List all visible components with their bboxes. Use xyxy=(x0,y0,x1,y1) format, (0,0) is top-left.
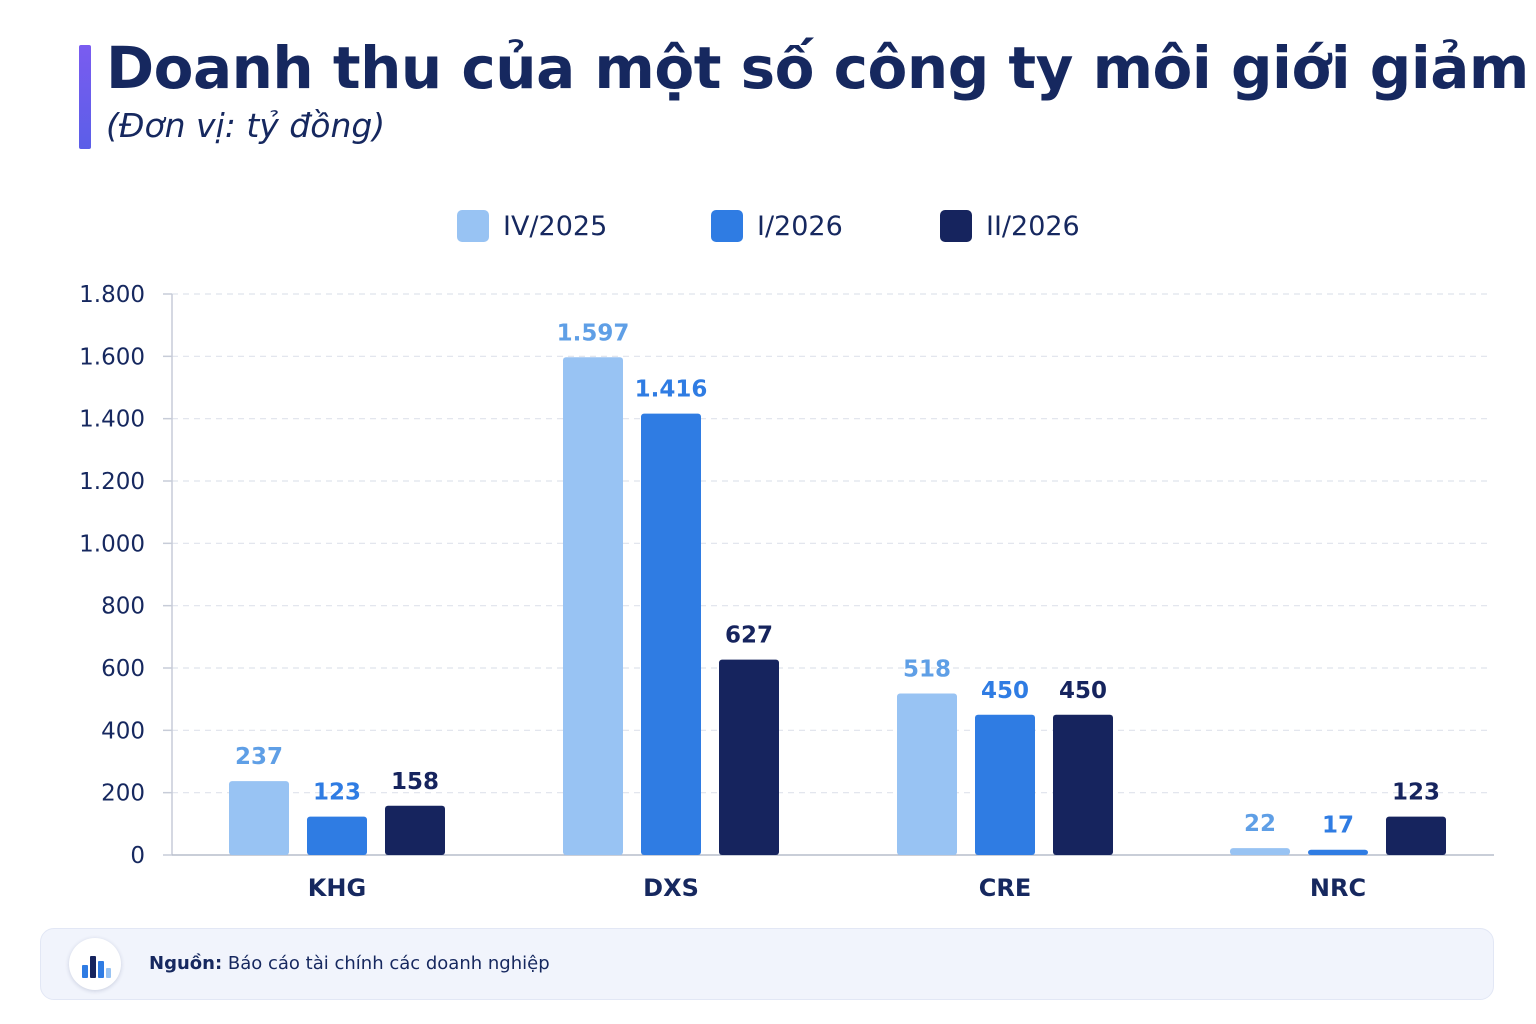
legend-swatch xyxy=(711,210,743,242)
chart-title: Doanh thu của một số công ty môi giới gi… xyxy=(106,34,1529,102)
source-label: Nguồn: xyxy=(149,953,223,974)
legend: IV/2025 I/2026 II/2026 xyxy=(0,206,1536,246)
legend-swatch xyxy=(457,210,489,242)
bar xyxy=(1053,714,1113,855)
x-tick-label: CRE xyxy=(979,874,1032,902)
data-label: 123 xyxy=(313,780,361,806)
y-tick-label: 1.400 xyxy=(79,407,145,433)
bar xyxy=(229,781,289,855)
title-accent-bar xyxy=(79,45,91,149)
bar xyxy=(307,816,367,855)
bar xyxy=(1230,848,1290,855)
data-label: 1.597 xyxy=(557,320,630,346)
bar xyxy=(719,659,779,855)
data-label: 237 xyxy=(235,744,283,770)
bar-chart-icon xyxy=(69,938,121,990)
source-text: Nguồn: Báo cáo tài chính các doanh nghiệ… xyxy=(149,929,550,999)
source-note: Nguồn: Báo cáo tài chính các doanh nghiệ… xyxy=(40,928,1494,1000)
bar xyxy=(975,714,1035,855)
x-tick-label: KHG xyxy=(308,874,366,902)
data-label: 22 xyxy=(1244,811,1276,837)
y-tick-label: 1.200 xyxy=(79,469,145,495)
data-label: 450 xyxy=(1059,678,1107,704)
bar xyxy=(641,413,701,855)
bar xyxy=(897,693,957,855)
legend-item-i-2026: I/2026 xyxy=(711,206,843,246)
y-tick-label: 800 xyxy=(101,594,145,620)
legend-label: I/2026 xyxy=(757,210,843,242)
legend-label: II/2026 xyxy=(986,210,1080,242)
data-label: 1.416 xyxy=(635,377,708,403)
bar xyxy=(385,805,445,855)
x-tick-label: NRC xyxy=(1310,874,1366,902)
value-labels: 237 123 158 1.597 1.416 627 518 450 450 22 17 123 xyxy=(235,320,1440,838)
data-label: 518 xyxy=(903,657,951,683)
data-label: 123 xyxy=(1392,780,1440,806)
data-label: 627 xyxy=(725,623,773,649)
data-label: 158 xyxy=(391,769,439,795)
data-label: 17 xyxy=(1322,813,1354,839)
data-label: 450 xyxy=(981,678,1029,704)
y-tick-label: 1.800 xyxy=(79,282,145,308)
bar-chart: 0 200 400 600 800 1.000 1.200 1.400 1.600 1.800 KH… xyxy=(79,282,1494,902)
bar xyxy=(563,357,623,855)
bar xyxy=(1386,816,1446,855)
legend-item-ii-2026: II/2026 xyxy=(940,206,1080,246)
x-tick-label: DXS xyxy=(643,874,699,902)
y-tick-label: 400 xyxy=(101,718,145,744)
legend-item-iv-2025: IV/2025 xyxy=(457,206,607,246)
y-tick-label: 200 xyxy=(101,781,145,807)
legend-label: IV/2025 xyxy=(503,210,608,242)
y-tick-label: 1.000 xyxy=(79,531,145,557)
bars xyxy=(229,357,1446,855)
y-tick-label: 0 xyxy=(130,843,145,869)
legend-swatch xyxy=(940,210,972,242)
grid-lines xyxy=(172,293,1488,794)
axes: 0 200 400 600 800 1.000 1.200 1.400 1.600 1.800 KH… xyxy=(79,282,1494,902)
y-tick-label: 1.600 xyxy=(79,344,145,370)
source-value: Báo cáo tài chính các doanh nghiệp xyxy=(227,953,550,974)
chart-subtitle: (Đơn vị: tỷ đồng) xyxy=(106,106,386,145)
y-tick-label: 600 xyxy=(101,656,145,682)
bar xyxy=(1308,849,1368,855)
